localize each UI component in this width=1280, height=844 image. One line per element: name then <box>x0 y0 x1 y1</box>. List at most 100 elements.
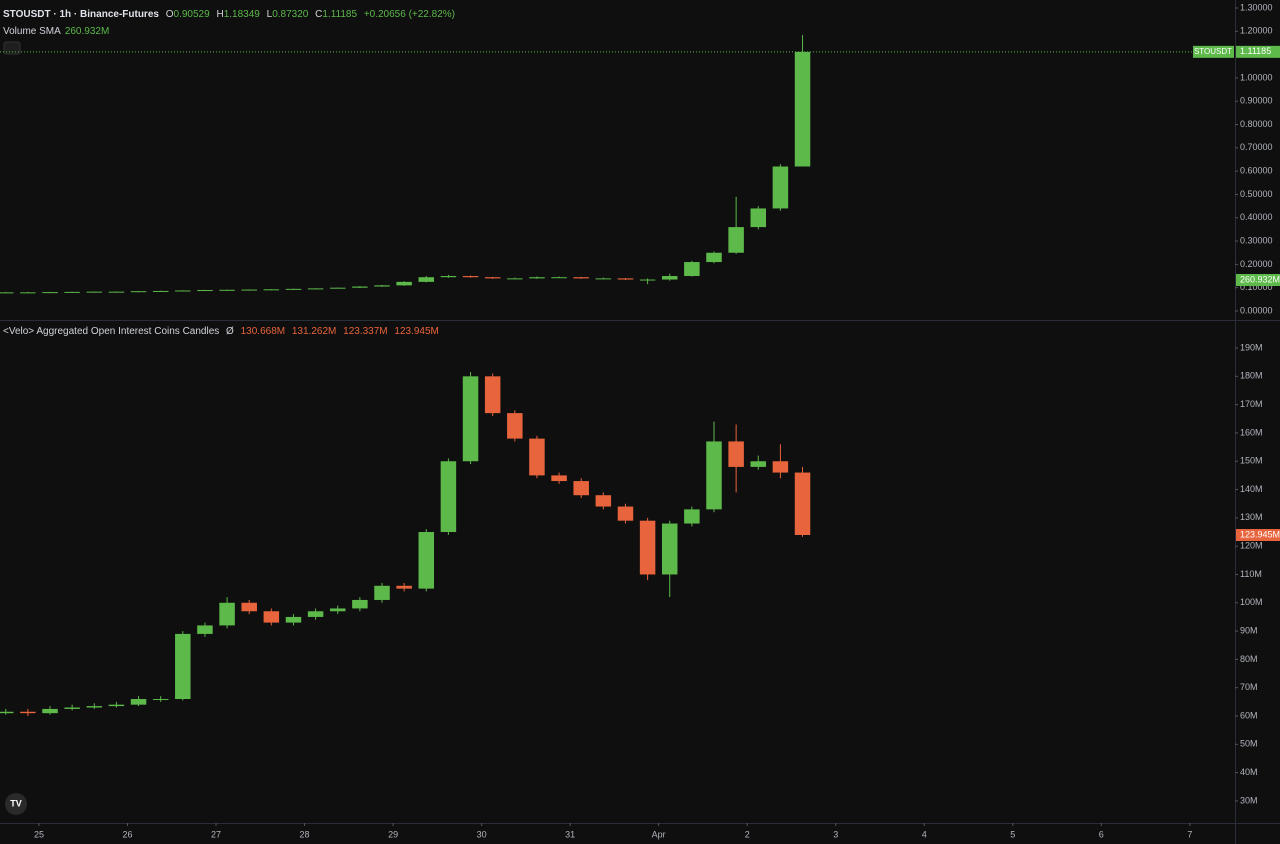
symbol: STOUSDT · 1h · Binance-Futures <box>3 9 159 20</box>
candle-body <box>396 281 412 286</box>
symbol: Ø <box>226 326 234 337</box>
candle-body <box>219 289 235 291</box>
candle-body <box>728 227 744 253</box>
oi-tag <box>1236 528 1280 541</box>
candle-body <box>507 278 523 280</box>
y-tick-label: 0.30000 <box>1240 235 1273 245</box>
y-tick-label: 60M <box>1240 710 1258 720</box>
x-tick-label: 27 <box>211 829 221 839</box>
y-tick-label: 1.30000 <box>1240 2 1273 12</box>
label: H <box>216 9 224 20</box>
x-tick-label: 29 <box>388 829 398 839</box>
candle-body <box>152 290 169 292</box>
y-tick-label: 90M <box>1240 625 1258 635</box>
y-tick-label: 0.20000 <box>1240 259 1273 269</box>
oi-tag-label: 123.945M <box>1240 529 1280 539</box>
y-tick-label: 120M <box>1240 541 1263 551</box>
label: O <box>165 9 174 20</box>
y-tick-label: 40M <box>1240 767 1258 777</box>
value: 1.18349 <box>223 9 260 20</box>
y-tick-label: 100M <box>1240 597 1263 607</box>
candle-body <box>86 291 103 293</box>
candle-body <box>551 277 567 279</box>
candle-body <box>440 461 457 533</box>
candle-body <box>263 289 280 291</box>
y-tick-label: 1.20000 <box>1240 26 1273 36</box>
y-tick-label: 80M <box>1240 654 1258 664</box>
y-tick-label: 0.80000 <box>1240 119 1273 129</box>
y-tick-label: 0.60000 <box>1240 166 1273 176</box>
price-tag-label: 1.11185 <box>1240 46 1271 56</box>
candle-body <box>595 278 612 280</box>
candle-body <box>329 287 346 289</box>
value: 123.945M <box>394 326 439 337</box>
candle-body <box>352 286 368 288</box>
value: 0.90529 <box>173 9 210 20</box>
label: <Velo> Aggregated Open Interest Coins Ca… <box>3 326 220 337</box>
x-tick-label: 31 <box>565 829 575 839</box>
y-tick-label: 0.10000 <box>1240 282 1273 292</box>
candle-body <box>175 633 191 700</box>
candle-body <box>595 495 612 507</box>
candle-body <box>772 461 789 473</box>
candle-body <box>750 461 767 467</box>
tradingview-logo[interactable]: TV <box>5 793 27 815</box>
candle-body <box>418 532 435 589</box>
candle-body <box>794 472 811 535</box>
candle-body <box>684 262 700 277</box>
candle-body <box>197 290 213 292</box>
x-tick-label: 5 <box>1010 829 1015 839</box>
candle-body <box>750 208 767 228</box>
candle-body <box>661 276 678 280</box>
candle-body <box>639 520 656 575</box>
candle-body <box>573 481 589 496</box>
y-tick-label: 180M <box>1240 371 1263 381</box>
label: L <box>266 9 273 20</box>
value: 260.932M <box>64 26 110 37</box>
x-tick-label: 25 <box>34 829 44 839</box>
y-tick-label: 160M <box>1240 427 1263 437</box>
y-tick-label: 190M <box>1240 342 1263 352</box>
candle-body <box>20 711 36 714</box>
candle-body <box>175 290 191 292</box>
symbol-tag-label: STOUSDT <box>1194 47 1232 56</box>
x-tick-label: 4 <box>922 829 927 839</box>
change: +0.20656 (+22.82%) <box>363 9 455 20</box>
candle-body <box>551 475 567 482</box>
y-tick-label: 0.70000 <box>1240 142 1273 152</box>
candle-body <box>772 166 789 209</box>
candle-body <box>440 276 457 278</box>
label: Volume SMA <box>3 26 61 37</box>
value: 123.337M <box>343 326 388 337</box>
y-tick-label: 50M <box>1240 739 1258 749</box>
candle-body <box>108 291 125 293</box>
x-tick-label: 3 <box>833 829 838 839</box>
collapse-button[interactable] <box>3 41 21 55</box>
legend-volume: Volume SMA 260.932M <box>3 26 113 37</box>
candle-body <box>285 616 302 623</box>
y-tick-label: 70M <box>1240 682 1258 692</box>
x-tick-label: 7 <box>1187 829 1192 839</box>
candle-body <box>64 291 80 293</box>
volume-tag-label: 260.932M <box>1240 274 1280 284</box>
svg-text:TV: TV <box>10 798 22 808</box>
candle-body <box>529 438 545 476</box>
candle-body <box>418 277 435 282</box>
candle-body <box>130 291 147 293</box>
candle-body <box>374 285 390 287</box>
candle-body <box>352 599 368 609</box>
x-tick-label: 6 <box>1099 829 1104 839</box>
candle-body <box>219 602 235 626</box>
value: 0.87320 <box>272 9 309 20</box>
candle-body <box>20 292 36 294</box>
candle-body <box>462 376 479 462</box>
candle-body <box>794 51 811 167</box>
candle-body <box>130 699 147 705</box>
candle-body <box>197 625 213 634</box>
y-tick-label: 1.00000 <box>1240 72 1273 82</box>
candle-body <box>617 278 634 280</box>
candle-body <box>507 413 523 439</box>
candle-body <box>152 699 169 701</box>
